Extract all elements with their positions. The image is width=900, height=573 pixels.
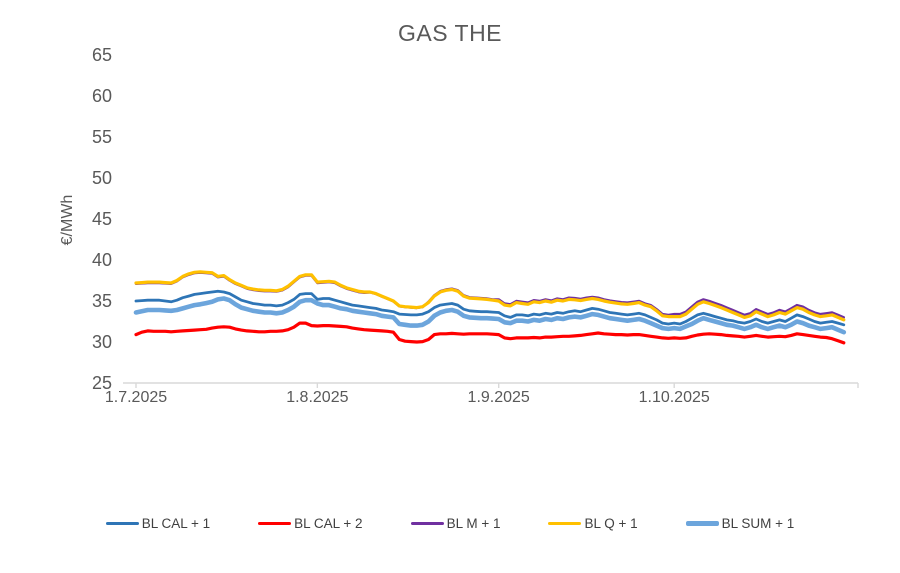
series-line-bl-q-1 bbox=[134, 270, 846, 322]
legend-item-bl-q-1: BL Q + 1 bbox=[548, 515, 638, 531]
y-tick-label-25: 25 bbox=[91, 373, 112, 393]
x-tick-label-1-10-2025: 1.10.2025 bbox=[638, 389, 710, 406]
y-tick-label-45: 45 bbox=[91, 209, 112, 229]
chart-title: GAS THE bbox=[397, 20, 503, 46]
legend-swatch-bl-cal-2 bbox=[258, 521, 292, 525]
legend-swatch-bl-q-1 bbox=[548, 521, 582, 525]
legend-label-bl-cal-1: BL CAL + 1 bbox=[141, 515, 211, 531]
x-tick-label-1-7-2025: 1.7.2025 bbox=[104, 389, 168, 406]
legend-item-bl-m-1: BL M + 1 bbox=[410, 515, 501, 531]
legend-label-bl-m-1: BL M + 1 bbox=[446, 515, 501, 531]
x-tick-label-1-8-2025: 1.8.2025 bbox=[286, 389, 349, 406]
legend-swatch-bl-m-1 bbox=[410, 521, 444, 525]
y-tick-label-65: 65 bbox=[91, 45, 112, 65]
y-tick-label-40: 40 bbox=[91, 250, 112, 270]
y-tick-label-35: 35 bbox=[91, 291, 112, 311]
legend-swatch-bl-sum-1 bbox=[685, 520, 719, 526]
y-tick-label-50: 50 bbox=[91, 168, 112, 188]
legend-label-bl-q-1: BL Q + 1 bbox=[584, 515, 638, 531]
legend-label-bl-cal-2: BL CAL + 2 bbox=[294, 515, 363, 531]
series-line-bl-cal-1 bbox=[134, 289, 846, 327]
legend-item-bl-cal-2: BL CAL + 2 bbox=[258, 515, 363, 531]
legend-item-bl-cal-1: BL CAL + 1 bbox=[105, 515, 211, 531]
y-tick-label-55: 55 bbox=[91, 127, 112, 147]
legend-swatch-bl-cal-1 bbox=[105, 521, 139, 525]
legend: BL CAL + 1 BL CAL + 2 BL M + 1 BL Q + 1 BL S… bbox=[0, 513, 900, 533]
legend-label-bl-sum-1: BL SUM + 1 bbox=[721, 515, 795, 531]
y-tick-label-30: 30 bbox=[91, 332, 112, 352]
legend-item-bl-sum-1: BL SUM + 1 bbox=[685, 515, 795, 531]
series-line-bl-cal-2 bbox=[134, 321, 846, 345]
y-tick-label-60: 60 bbox=[91, 86, 112, 106]
series-line-bl-sum-1 bbox=[133, 296, 847, 335]
x-tick-label-1-9-2025: 1.9.2025 bbox=[467, 389, 530, 406]
